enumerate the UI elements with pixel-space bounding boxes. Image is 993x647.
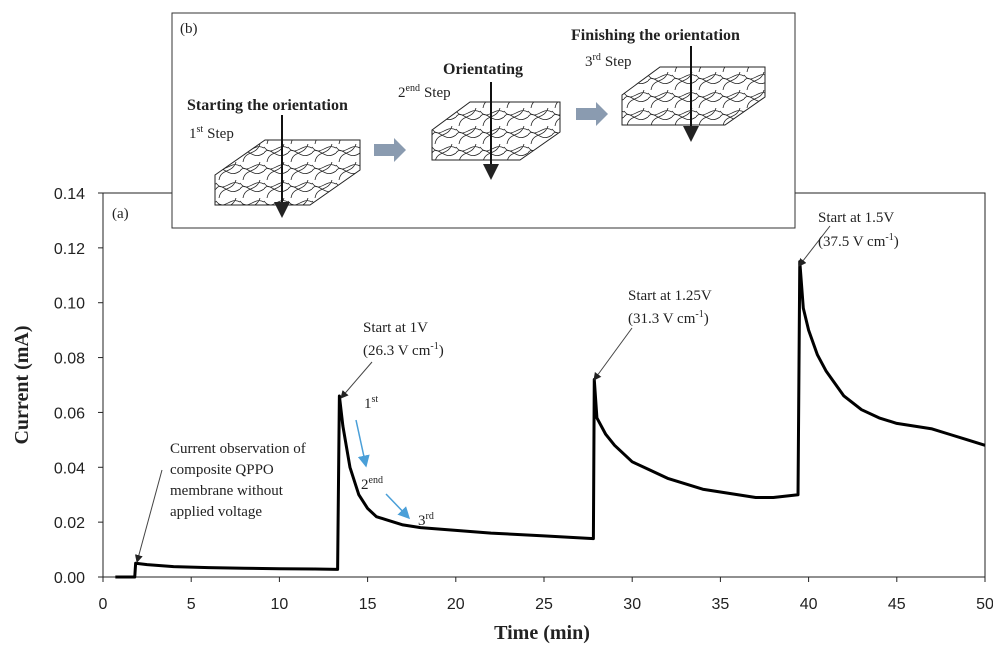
- step-number: 3: [418, 513, 426, 529]
- step-marker: 2end: [361, 475, 383, 493]
- annotation-sup: -1: [430, 341, 438, 352]
- step-word: Step: [207, 126, 234, 142]
- x-tick-label: 5: [187, 596, 196, 613]
- step-title: Orientating: [443, 61, 523, 78]
- annotation-text: Start at 1.25V: [628, 288, 712, 304]
- y-axis-label: Current (mA): [11, 325, 33, 444]
- x-tick-label: 25: [535, 596, 553, 613]
- step-arrow: [355, 419, 370, 468]
- step-title: Starting the orientation: [187, 97, 348, 114]
- step-word: Step: [605, 54, 632, 70]
- step-sup: st: [372, 394, 379, 405]
- annotation-sup: -1: [885, 232, 893, 243]
- y-tick-label: 0.02: [54, 515, 85, 532]
- membrane-block: [621, 66, 766, 126]
- step-marker: 1st: [364, 394, 378, 412]
- annotation-text: Start at 1.5V: [818, 210, 894, 226]
- step-sup: end: [369, 475, 383, 486]
- annotation-part: (31.3 V cm: [628, 311, 696, 327]
- x-tick-label: 20: [447, 596, 465, 613]
- annotation-arrow: [593, 327, 633, 381]
- annotation-part: ): [894, 234, 899, 250]
- x-tick-label: 40: [800, 596, 818, 613]
- annotation-text: (37.5 V cm-1): [818, 232, 899, 250]
- step-sup: rd: [426, 511, 434, 522]
- process-arrow: [374, 138, 406, 162]
- annotation-sup: -1: [695, 309, 703, 320]
- annotation-text: composite QPPO: [170, 462, 274, 478]
- annotation-text: Current observation of: [170, 441, 306, 457]
- annotation-arrow: [340, 361, 373, 399]
- membrane-block: [214, 139, 361, 206]
- x-tick-label: 50: [976, 596, 993, 613]
- annotation-arrow: [798, 225, 831, 267]
- annotations: Current observation of composite QPPO me…: [134, 210, 899, 563]
- x-tick-label: 15: [359, 596, 377, 613]
- x-axis-label: Time (min): [494, 622, 590, 644]
- annotation-arrow: [134, 469, 163, 563]
- step-number: 1: [364, 396, 372, 412]
- process-arrow: [576, 102, 608, 126]
- annotation-text: (31.3 V cm-1): [628, 309, 709, 327]
- step-number: 2: [398, 85, 406, 101]
- annotation-text: (26.3 V cm-1): [363, 341, 444, 359]
- step-word: Step: [424, 85, 451, 101]
- step-sup: rd: [593, 52, 601, 63]
- step-sup: end: [406, 83, 420, 94]
- plot-layer: 0 5 10 15 20 25 30 35 40 45 50 0.00 0.02 0.04 0.06 0.08…: [54, 186, 993, 613]
- step-number: 3: [585, 54, 593, 70]
- y-tick-label: 0.08: [54, 351, 85, 368]
- x-tick-label: 10: [271, 596, 289, 613]
- step-label: 1st Step: [189, 124, 234, 142]
- step-number: 1: [189, 126, 197, 142]
- y-tick-label: 0.00: [54, 570, 85, 587]
- step-number: 2: [361, 477, 369, 493]
- annotation-text: membrane without: [170, 483, 284, 499]
- inset: (b) Starting the orientation 1st Step Ori…: [171, 12, 796, 229]
- x-tick-label: 35: [712, 596, 730, 613]
- membrane-block: [431, 101, 561, 161]
- step-label: 3rd Step: [585, 52, 632, 70]
- y-tick-label: 0.06: [54, 405, 85, 422]
- step-label: 2end Step: [398, 83, 451, 101]
- step-arrow: [385, 493, 411, 520]
- x-tick-label: 45: [888, 596, 906, 613]
- data-line: [115, 260, 986, 579]
- x-tick-label: 0: [99, 596, 108, 613]
- y-tick-label: 0.04: [54, 460, 85, 477]
- panel-label: (a): [112, 206, 129, 222]
- step-sup: st: [197, 124, 204, 135]
- annotation-text: applied voltage: [170, 504, 262, 520]
- y-tick-label: 0.12: [54, 241, 85, 258]
- annotation-part: (26.3 V cm: [363, 343, 431, 359]
- annotation-part: (37.5 V cm: [818, 234, 886, 250]
- y-tick-label: 0.14: [54, 186, 85, 203]
- inset-label: (b): [180, 21, 198, 37]
- y-tick-label: 0.10: [54, 296, 85, 313]
- step-title: Finishing the orientation: [571, 27, 740, 44]
- annotation-part: ): [439, 343, 444, 359]
- step-marker: 3rd: [418, 511, 434, 529]
- annotation-text: Start at 1V: [363, 320, 428, 336]
- annotation-part: ): [704, 311, 709, 327]
- x-tick-label: 30: [623, 596, 641, 613]
